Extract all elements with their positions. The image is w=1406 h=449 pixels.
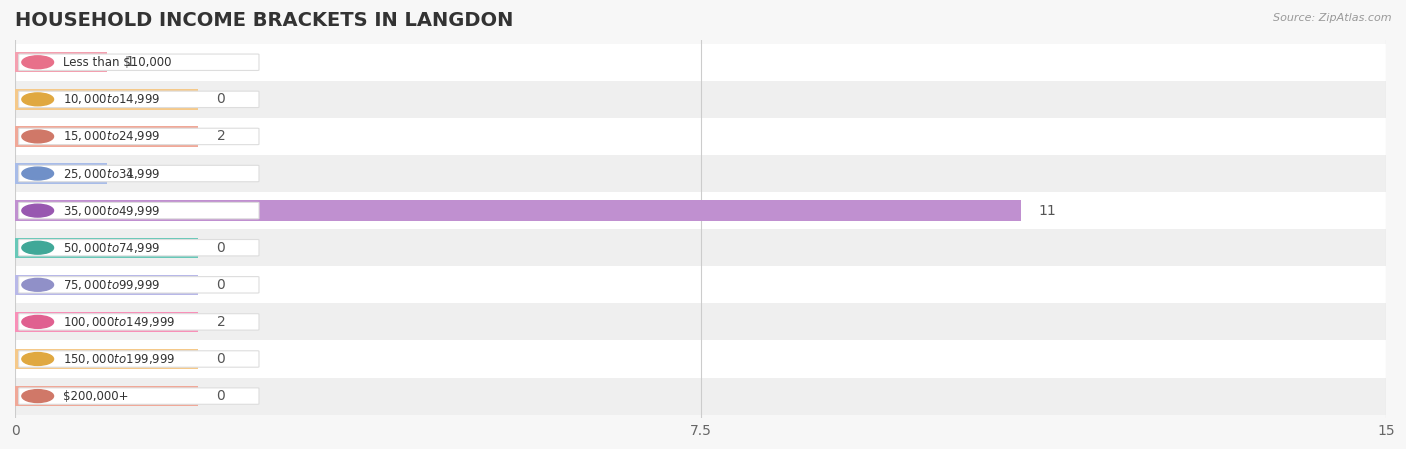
Circle shape bbox=[22, 390, 53, 402]
FancyBboxPatch shape bbox=[18, 165, 259, 182]
Circle shape bbox=[22, 316, 53, 328]
Text: $150,000 to $199,999: $150,000 to $199,999 bbox=[63, 352, 176, 366]
Text: Source: ZipAtlas.com: Source: ZipAtlas.com bbox=[1274, 13, 1392, 23]
FancyBboxPatch shape bbox=[18, 351, 259, 367]
FancyBboxPatch shape bbox=[15, 155, 1386, 192]
FancyBboxPatch shape bbox=[18, 202, 259, 219]
Text: $10,000 to $14,999: $10,000 to $14,999 bbox=[63, 92, 160, 106]
Circle shape bbox=[22, 93, 53, 106]
Text: $35,000 to $49,999: $35,000 to $49,999 bbox=[63, 203, 160, 218]
FancyBboxPatch shape bbox=[15, 118, 1386, 155]
Text: 1: 1 bbox=[125, 167, 134, 180]
Circle shape bbox=[22, 241, 53, 254]
Text: 1: 1 bbox=[125, 55, 134, 69]
FancyBboxPatch shape bbox=[18, 239, 259, 256]
FancyBboxPatch shape bbox=[15, 229, 1386, 266]
Text: 11: 11 bbox=[1039, 203, 1057, 218]
FancyBboxPatch shape bbox=[15, 340, 1386, 378]
Text: 2: 2 bbox=[217, 129, 225, 143]
Circle shape bbox=[22, 204, 53, 217]
Text: $75,000 to $99,999: $75,000 to $99,999 bbox=[63, 278, 160, 292]
Bar bbox=[15, 312, 198, 332]
FancyBboxPatch shape bbox=[18, 314, 259, 330]
Circle shape bbox=[22, 352, 53, 365]
Text: 2: 2 bbox=[217, 315, 225, 329]
Text: 0: 0 bbox=[217, 92, 225, 106]
Circle shape bbox=[22, 278, 53, 291]
Bar bbox=[15, 238, 198, 258]
Text: $25,000 to $34,999: $25,000 to $34,999 bbox=[63, 167, 160, 180]
FancyBboxPatch shape bbox=[18, 388, 259, 404]
Text: HOUSEHOLD INCOME BRACKETS IN LANGDON: HOUSEHOLD INCOME BRACKETS IN LANGDON bbox=[15, 11, 513, 30]
FancyBboxPatch shape bbox=[15, 81, 1386, 118]
FancyBboxPatch shape bbox=[18, 54, 259, 70]
FancyBboxPatch shape bbox=[18, 91, 259, 108]
Text: 0: 0 bbox=[217, 278, 225, 292]
FancyBboxPatch shape bbox=[15, 44, 1386, 81]
FancyBboxPatch shape bbox=[15, 304, 1386, 340]
FancyBboxPatch shape bbox=[18, 277, 259, 293]
FancyBboxPatch shape bbox=[18, 128, 259, 145]
Bar bbox=[15, 386, 198, 406]
FancyBboxPatch shape bbox=[15, 378, 1386, 414]
Circle shape bbox=[22, 167, 53, 180]
Text: $15,000 to $24,999: $15,000 to $24,999 bbox=[63, 129, 160, 143]
Text: $200,000+: $200,000+ bbox=[63, 390, 128, 403]
Bar bbox=[15, 275, 198, 295]
FancyBboxPatch shape bbox=[15, 266, 1386, 304]
Text: 0: 0 bbox=[217, 352, 225, 366]
Bar bbox=[15, 126, 198, 147]
Bar bbox=[15, 89, 198, 110]
Text: Less than $10,000: Less than $10,000 bbox=[63, 56, 172, 69]
Text: 0: 0 bbox=[217, 241, 225, 255]
Circle shape bbox=[22, 56, 53, 69]
Text: $50,000 to $74,999: $50,000 to $74,999 bbox=[63, 241, 160, 255]
Text: $100,000 to $149,999: $100,000 to $149,999 bbox=[63, 315, 176, 329]
Text: 0: 0 bbox=[217, 389, 225, 403]
Bar bbox=[15, 52, 107, 72]
FancyBboxPatch shape bbox=[15, 192, 1386, 229]
Bar bbox=[15, 349, 198, 369]
Bar bbox=[15, 163, 107, 184]
Bar bbox=[15, 200, 1021, 221]
Circle shape bbox=[22, 130, 53, 143]
